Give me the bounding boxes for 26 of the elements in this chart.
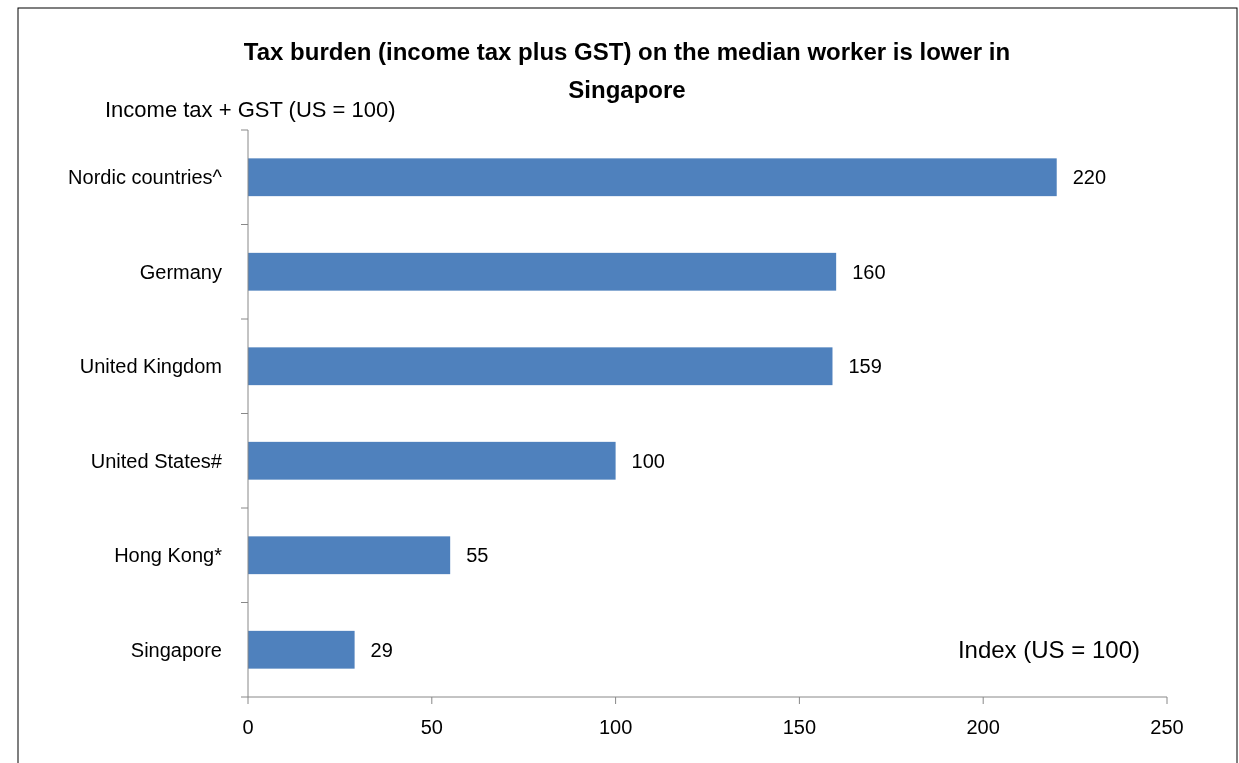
- data-label: 220: [1072, 166, 1107, 189]
- x-tick-label: 0: [242, 716, 254, 738]
- x-tick-label: 200: [966, 716, 1000, 738]
- x-tick-label: 50: [420, 716, 443, 738]
- data-label: 160: [852, 260, 886, 283]
- x-tick-label: 250: [1150, 716, 1184, 738]
- y-tick-label: Nordic countries^: [68, 166, 223, 189]
- y-tick-label: Hong Kong*: [114, 544, 223, 567]
- y-tick-label: Germany: [139, 260, 222, 283]
- x-tick-label: 150: [782, 716, 817, 738]
- data-label: 100: [631, 449, 665, 472]
- bar: [248, 347, 833, 386]
- bar: [248, 630, 355, 669]
- y-tick-label: United States#: [90, 449, 223, 472]
- y-tick-label: Singapore: [130, 638, 222, 661]
- bar: [248, 158, 1057, 197]
- bar: [248, 252, 837, 291]
- data-label: 55: [466, 544, 489, 567]
- y-axis-title: Income tax + GST (US = 100): [105, 97, 396, 122]
- data-label: 29: [370, 638, 393, 661]
- x-tick-label: 100: [598, 716, 633, 738]
- bar: [248, 536, 451, 575]
- x-axis-title: Index (US = 100): [957, 636, 1140, 663]
- data-label: 159: [848, 355, 882, 378]
- bar: [248, 441, 616, 480]
- y-tick-label: United Kingdom: [79, 355, 222, 378]
